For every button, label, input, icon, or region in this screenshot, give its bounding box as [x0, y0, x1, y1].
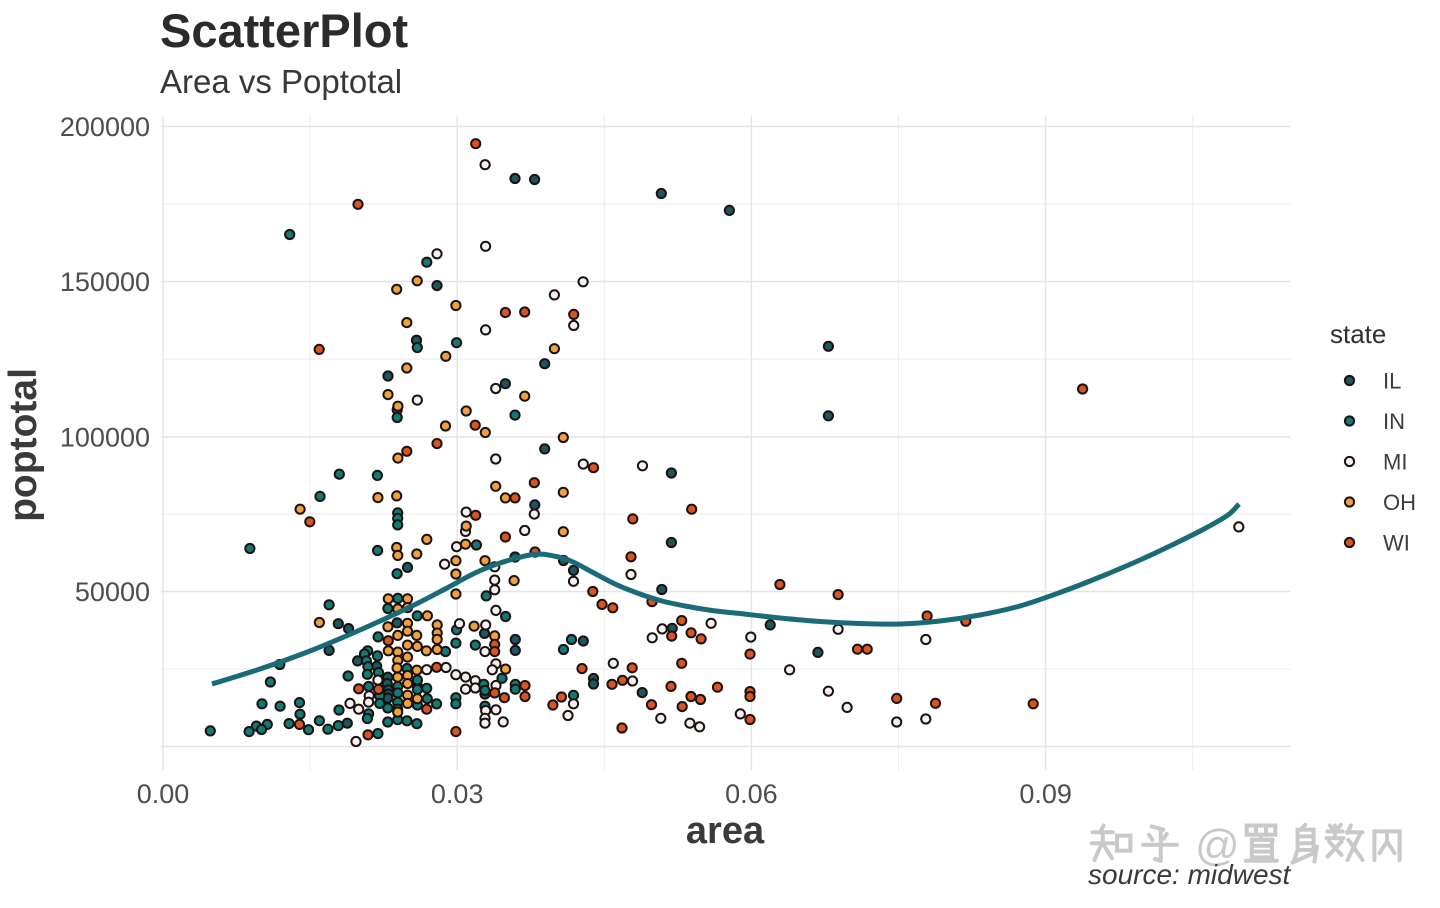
- svg-text:150000: 150000: [60, 267, 150, 297]
- svg-text:0.06: 0.06: [725, 779, 778, 809]
- svg-text:100000: 100000: [60, 423, 150, 453]
- svg-text:WI: WI: [1383, 531, 1410, 556]
- svg-text:area: area: [686, 810, 765, 852]
- svg-text:poptotal: poptotal: [2, 368, 45, 522]
- svg-text:IN: IN: [1383, 409, 1405, 434]
- svg-text:OH: OH: [1383, 490, 1416, 515]
- svg-text:state: state: [1330, 319, 1386, 349]
- svg-text:Area vs Poptotal: Area vs Poptotal: [160, 63, 402, 100]
- svg-text:ScatterPlot: ScatterPlot: [160, 4, 408, 57]
- svg-text:0.09: 0.09: [1019, 779, 1072, 809]
- svg-text:MI: MI: [1383, 450, 1407, 475]
- svg-text:@: @: [1195, 821, 1240, 870]
- svg-text:IL: IL: [1383, 369, 1401, 394]
- svg-text:0.00: 0.00: [137, 779, 190, 809]
- svg-text:200000: 200000: [60, 112, 150, 142]
- svg-text:source: midwest: source: midwest: [1088, 859, 1292, 890]
- svg-text:50000: 50000: [75, 577, 150, 607]
- svg-text:0.03: 0.03: [431, 779, 484, 809]
